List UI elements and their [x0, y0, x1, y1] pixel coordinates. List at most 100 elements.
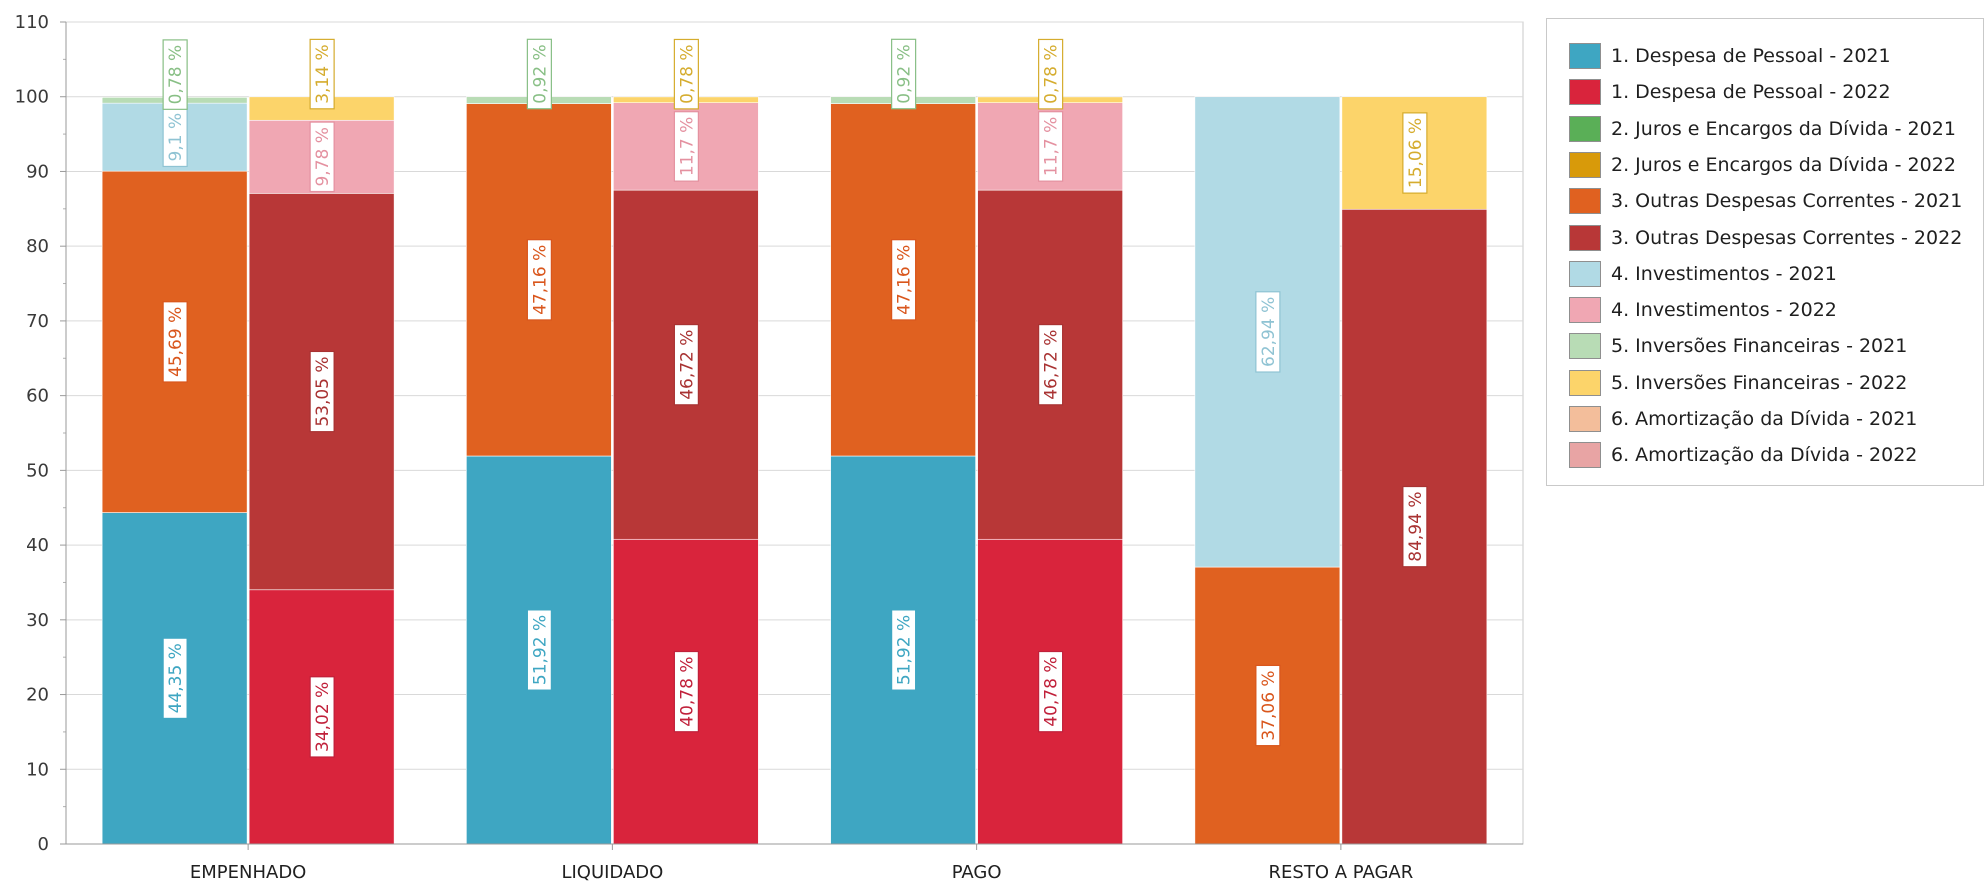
data-label: 11,7 %	[1038, 111, 1064, 182]
y-tick-label: 80	[26, 236, 49, 257]
data-label-box	[673, 38, 699, 110]
data-label-text: 0,78 %	[1042, 44, 1062, 103]
data-label: 37,06 %	[1255, 664, 1281, 747]
data-label-text: 51,92 %	[895, 615, 915, 685]
legend-label: 1. Despesa de Pessoal - 2022	[1611, 81, 1891, 104]
data-label: 0,92 %	[526, 38, 552, 110]
data-label: 46,72 %	[1038, 323, 1064, 406]
legend-swatch	[1569, 43, 1601, 69]
legend-item: 2. Juros e Encargos da Dívida - 2021	[1569, 114, 1956, 144]
x-category-label: PAGO	[952, 862, 1002, 883]
data-label-text: 9,1 %	[166, 113, 186, 162]
data-label-box	[162, 39, 188, 110]
legend-swatch	[1569, 115, 1601, 142]
legend-item: 6. Amortização da Dívida - 2021	[1569, 404, 1917, 434]
legend-label: 3. Outras Despesas Correntes - 2021	[1611, 190, 1963, 213]
data-label-box	[673, 650, 699, 733]
data-label-box	[1255, 664, 1281, 747]
axes: 0 10 20 30 40 50 60 70 80 90 100 110 EMPENHADO LIQUID…	[15, 12, 1523, 883]
y-tick-label: 100	[15, 87, 49, 108]
data-label: 44,35 %	[162, 637, 188, 720]
y-tick-label: 60	[26, 386, 49, 407]
x-category-label: EMPENHADO	[190, 862, 306, 883]
legend-swatch	[1569, 224, 1601, 251]
legend-label: 6. Amortização da Dívida - 2021	[1611, 408, 1918, 430]
data-labels: 44,35 % 45,69 % 9,1 % 0,78 % 34,02 % 53,05 % 9…	[162, 38, 1428, 758]
data-label: 84,94 %	[1402, 485, 1428, 568]
data-label-box	[1402, 112, 1428, 194]
y-tick-label: 90	[26, 161, 49, 182]
legend-item: 6. Amortização da Dívida - 2022	[1569, 440, 1917, 470]
legend-swatch	[1569, 442, 1601, 469]
data-label: 51,92 %	[526, 609, 552, 691]
legend-label: 1. Despesa de Pessoal - 2021	[1611, 45, 1891, 67]
data-label-text: 46,72 %	[1042, 330, 1062, 400]
data-label-box	[309, 38, 335, 110]
data-label-text: 0,78 %	[166, 45, 186, 104]
legend-label: 3. Outras Despesas Correntes - 2022	[1611, 226, 1963, 249]
legend-label: 6. Amortização da Dívida - 2022	[1611, 444, 1918, 467]
legend-item: 1. Despesa de Pessoal - 2021	[1569, 41, 1891, 71]
data-label: 40,78 %	[1038, 650, 1064, 733]
data-label-box	[891, 38, 917, 110]
data-label-text: 9,78 %	[313, 127, 333, 186]
data-label: 46,72 %	[673, 323, 699, 406]
data-label-text: 15,06 %	[1406, 118, 1426, 188]
legend-item: 4. Investimentos - 2022	[1569, 295, 1837, 325]
legend-swatch	[1569, 297, 1601, 324]
legend-swatch	[1569, 188, 1601, 215]
data-label-text: 47,16 %	[530, 245, 550, 315]
y-tick-label: 10	[26, 759, 49, 780]
legend-label: 2. Juros e Encargos da Dívida - 2022	[1611, 153, 1956, 176]
data-label: 0,78 %	[162, 39, 188, 110]
data-label-text: 0,92 %	[530, 44, 550, 103]
data-label-text: 40,78 %	[1042, 657, 1062, 727]
y-tick-label: 20	[26, 685, 49, 706]
data-label-box	[526, 38, 552, 110]
data-label-box	[162, 301, 188, 383]
y-tick-label: 40	[26, 535, 49, 556]
x-category-label: LIQUIDADO	[561, 862, 663, 883]
data-label-box	[309, 676, 335, 758]
data-label-box	[1255, 291, 1281, 373]
data-label-text: 62,94 %	[1259, 297, 1279, 367]
y-tick-label: 110	[15, 12, 49, 33]
legend-swatch	[1569, 406, 1601, 432]
y-tick-label: 70	[26, 311, 49, 332]
data-label-box	[1402, 485, 1428, 568]
legend-item: 4. Investimentos - 2021	[1569, 259, 1837, 289]
legend-label: 4. Investimentos - 2021	[1611, 262, 1837, 285]
data-label: 0,92 %	[891, 38, 917, 110]
data-label-box	[891, 609, 917, 691]
data-label-text: 11,7 %	[677, 117, 697, 176]
data-label: 45,69 %	[162, 301, 188, 383]
data-label-box	[162, 637, 188, 720]
legend-item: 5. Inversões Financeiras - 2021	[1569, 331, 1907, 361]
legend-item: 5. Inversões Financeiras - 2022	[1569, 368, 1907, 398]
data-label-text: 37,06 %	[1259, 670, 1279, 740]
legend-label: 4. Investimentos - 2022	[1611, 299, 1837, 322]
legend-item: 3. Outras Despesas Correntes - 2021	[1569, 186, 1962, 216]
data-label: 3,14 %	[309, 38, 335, 110]
legend-item: 3. Outras Despesas Correntes - 2022	[1569, 223, 1962, 253]
data-label-text: 44,35 %	[166, 643, 186, 713]
legend-swatch	[1569, 333, 1601, 360]
legend-swatch	[1569, 369, 1601, 396]
data-label: 11,7 %	[673, 111, 699, 182]
legend-swatch	[1569, 260, 1601, 287]
data-label-text: 0,92 %	[895, 44, 915, 103]
data-label-text: 53,05 %	[313, 356, 333, 426]
data-label-box	[526, 609, 552, 691]
data-label: 40,78 %	[673, 650, 699, 733]
x-category-label: RESTO A PAGAR	[1269, 862, 1414, 883]
data-label-text: 34,02 %	[313, 682, 333, 752]
data-label: 9,78 %	[309, 121, 335, 193]
data-label: 47,16 %	[891, 239, 917, 321]
legend-label: 2. Juros e Encargos da Dívida - 2021	[1611, 117, 1956, 140]
data-label-box	[673, 111, 699, 182]
data-label-text: 47,16 %	[895, 245, 915, 315]
y-tick-label: 50	[26, 460, 49, 481]
legend-item: 2. Juros e Encargos da Dívida - 2022	[1569, 150, 1956, 180]
data-label: 53,05 %	[309, 350, 335, 433]
data-label-text: 46,72 %	[677, 330, 697, 400]
